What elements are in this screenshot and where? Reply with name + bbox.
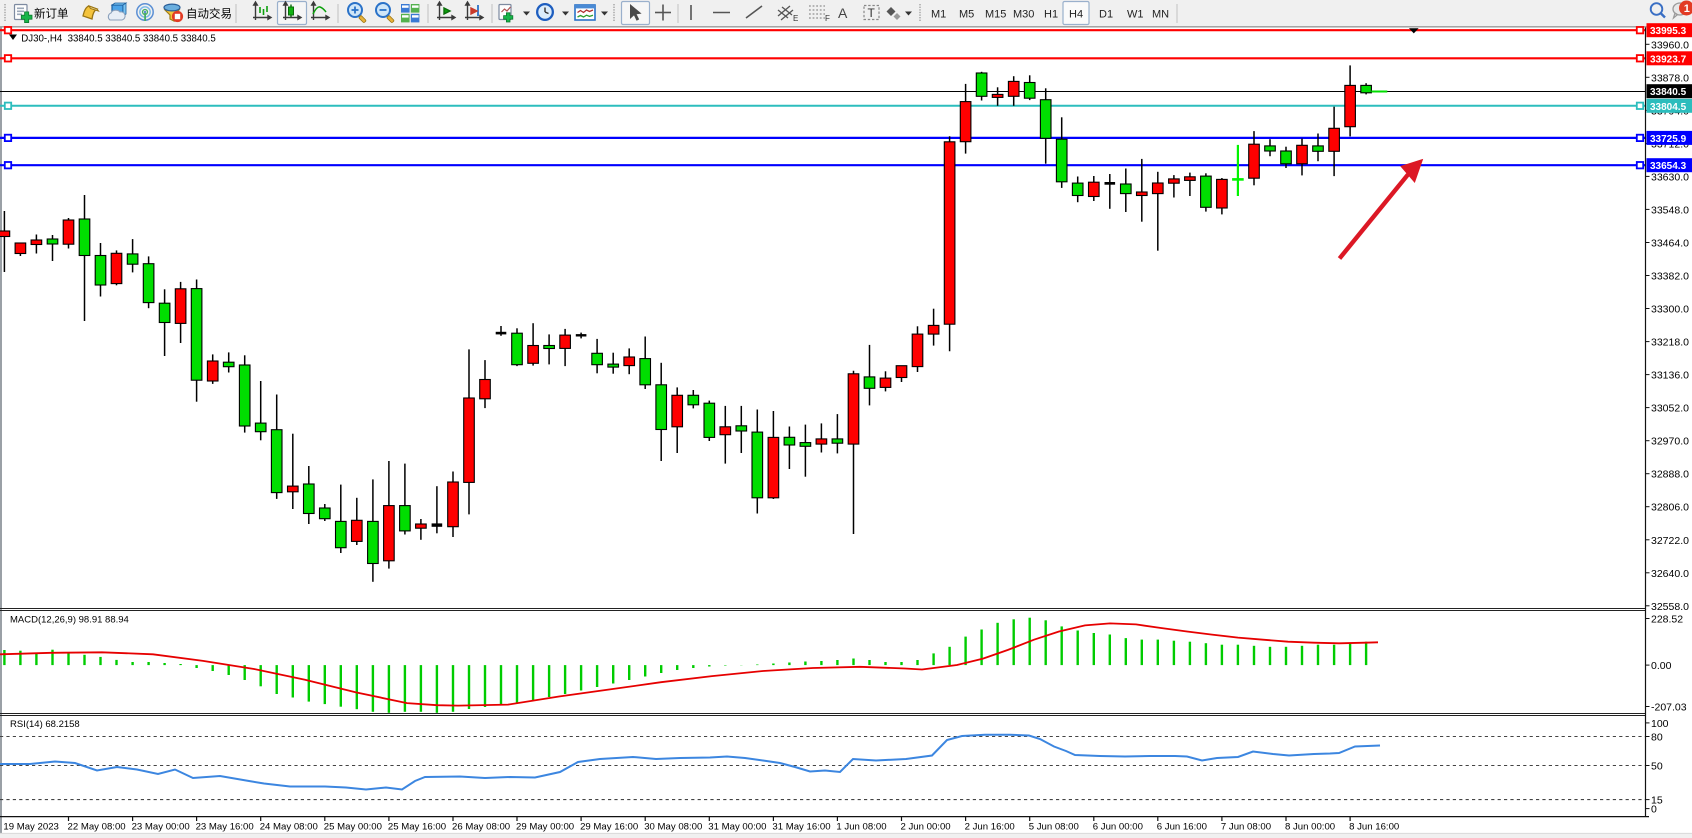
svg-text:33725.9: 33725.9: [1650, 134, 1687, 145]
svg-text:-207.03: -207.03: [1651, 702, 1687, 714]
svg-text:19 May 2023: 19 May 2023: [3, 822, 58, 833]
svg-text:M1: M1: [931, 9, 946, 21]
svg-text:M30: M30: [1013, 9, 1034, 21]
svg-text:RSI(14) 68.2158: RSI(14) 68.2158: [10, 719, 80, 730]
svg-text:6 Jun 00:00: 6 Jun 00:00: [1093, 822, 1143, 833]
svg-text:26 May 08:00: 26 May 08:00: [452, 822, 510, 833]
svg-text:50: 50: [1651, 761, 1663, 773]
svg-text:33464.0: 33464.0: [1651, 238, 1689, 250]
svg-text:29 May 16:00: 29 May 16:00: [580, 822, 638, 833]
svg-text:29 May 00:00: 29 May 00:00: [516, 822, 574, 833]
svg-text:31 May 00:00: 31 May 00:00: [708, 822, 766, 833]
svg-text:228.52: 228.52: [1651, 614, 1683, 626]
svg-text:H4: H4: [1069, 9, 1083, 21]
svg-text:33548.0: 33548.0: [1651, 204, 1689, 216]
svg-text:D1: D1: [1099, 9, 1113, 21]
svg-text:33878.0: 33878.0: [1651, 72, 1689, 84]
svg-text:32970.0: 32970.0: [1651, 436, 1689, 448]
svg-text:自动交易: 自动交易: [186, 7, 232, 21]
svg-text:T: T: [868, 6, 876, 20]
svg-text:8 Jun 00:00: 8 Jun 00:00: [1285, 822, 1335, 833]
svg-text:DJ30-,H4 33840.5 33840.5 3384: DJ30-,H4 33840.5 33840.5 33840.5 33840.5: [21, 34, 215, 45]
svg-text:8 Jun 16:00: 8 Jun 16:00: [1349, 822, 1399, 833]
svg-text:33995.3: 33995.3: [1650, 26, 1687, 37]
svg-text:E: E: [793, 14, 798, 23]
svg-text:32888.0: 32888.0: [1651, 469, 1689, 481]
svg-text:M5: M5: [959, 9, 974, 21]
svg-text:30 May 08:00: 30 May 08:00: [644, 822, 702, 833]
svg-text:24 May 08:00: 24 May 08:00: [260, 822, 318, 833]
svg-text:32640.0: 32640.0: [1651, 568, 1689, 580]
svg-text:33840.5: 33840.5: [1650, 87, 1687, 98]
svg-text:33923.7: 33923.7: [1650, 54, 1687, 65]
svg-text:H1: H1: [1044, 9, 1058, 21]
svg-text:25 May 16:00: 25 May 16:00: [388, 822, 446, 833]
svg-text:23 May 00:00: 23 May 00:00: [132, 822, 190, 833]
svg-text:5 Jun 08:00: 5 Jun 08:00: [1029, 822, 1079, 833]
svg-text:新订单: 新订单: [34, 7, 69, 21]
svg-text:1: 1: [1684, 3, 1690, 15]
svg-text:33654.3: 33654.3: [1650, 161, 1687, 172]
svg-text:6 Jun 16:00: 6 Jun 16:00: [1157, 822, 1207, 833]
svg-text:F: F: [825, 14, 830, 23]
svg-text:7 Jun 08:00: 7 Jun 08:00: [1221, 822, 1271, 833]
svg-text:MN: MN: [1152, 9, 1169, 21]
svg-text:33382.0: 33382.0: [1651, 271, 1689, 283]
svg-text:32806.0: 32806.0: [1651, 502, 1689, 514]
svg-text:33300.0: 33300.0: [1651, 304, 1689, 316]
svg-text:0.00: 0.00: [1651, 660, 1672, 672]
svg-text:33052.0: 33052.0: [1651, 403, 1689, 415]
svg-text:A: A: [838, 5, 848, 21]
svg-text:22 May 08:00: 22 May 08:00: [68, 822, 126, 833]
svg-text:W1: W1: [1127, 9, 1144, 21]
svg-text:23 May 16:00: 23 May 16:00: [196, 822, 254, 833]
svg-text:33136.0: 33136.0: [1651, 370, 1689, 382]
svg-text:M15: M15: [985, 9, 1006, 21]
svg-text:2 Jun 16:00: 2 Jun 16:00: [965, 822, 1015, 833]
svg-text:0: 0: [1651, 804, 1657, 816]
svg-text:33960.0: 33960.0: [1651, 39, 1689, 51]
svg-text:33218.0: 33218.0: [1651, 337, 1689, 349]
svg-text:15: 15: [1651, 795, 1663, 807]
svg-text:32558.0: 32558.0: [1651, 601, 1689, 613]
svg-text:31 May 16:00: 31 May 16:00: [772, 822, 830, 833]
svg-text:25 May 00:00: 25 May 00:00: [324, 822, 382, 833]
svg-text:33804.5: 33804.5: [1650, 102, 1687, 113]
svg-text:100: 100: [1651, 718, 1669, 730]
svg-text:2 Jun 00:00: 2 Jun 00:00: [901, 822, 951, 833]
svg-text:33630.0: 33630.0: [1651, 171, 1689, 183]
svg-text:MACD(12,26,9) 98.91 88.94: MACD(12,26,9) 98.91 88.94: [10, 615, 129, 626]
svg-text:1 Jun 08:00: 1 Jun 08:00: [836, 822, 886, 833]
svg-text:32722.0: 32722.0: [1651, 535, 1689, 547]
svg-text:80: 80: [1651, 732, 1663, 744]
